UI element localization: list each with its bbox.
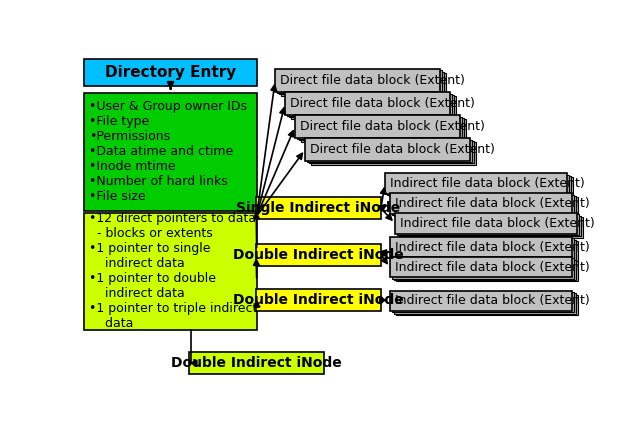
Text: Double Indirect iNode: Double Indirect iNode (233, 293, 404, 307)
FancyBboxPatch shape (392, 238, 574, 259)
Text: Indirect file data block (Extent): Indirect file data block (Extent) (395, 241, 590, 254)
Text: •12 direct pointers to data
  - blocks or extents
•1 pointer to single
    indir: •12 direct pointers to data - blocks or … (90, 212, 258, 330)
FancyBboxPatch shape (256, 288, 381, 311)
Text: Direct file data block (Extent): Direct file data block (Extent) (290, 97, 475, 110)
FancyBboxPatch shape (394, 240, 576, 260)
FancyBboxPatch shape (385, 173, 567, 194)
FancyBboxPatch shape (84, 59, 257, 86)
Text: Indirect file data block (Extent): Indirect file data block (Extent) (395, 197, 590, 210)
FancyBboxPatch shape (391, 177, 573, 198)
FancyBboxPatch shape (390, 257, 572, 277)
Text: Direct file data block (Extent): Direct file data block (Extent) (310, 143, 495, 156)
FancyBboxPatch shape (387, 175, 569, 195)
FancyBboxPatch shape (277, 71, 442, 93)
FancyBboxPatch shape (396, 294, 578, 315)
FancyBboxPatch shape (285, 92, 450, 115)
FancyBboxPatch shape (394, 260, 576, 280)
Text: •User & Group owner IDs
•File type
•Permissions
•Data atime and ctime
•Inode mti: •User & Group owner IDs •File type •Perm… (90, 101, 247, 203)
FancyBboxPatch shape (84, 213, 257, 330)
FancyBboxPatch shape (389, 176, 571, 196)
Text: Single Indirect iNode: Single Indirect iNode (236, 201, 401, 215)
FancyBboxPatch shape (397, 214, 579, 235)
FancyBboxPatch shape (307, 140, 472, 162)
Text: Direct file data block (Extent): Direct file data block (Extent) (280, 74, 465, 87)
FancyBboxPatch shape (390, 237, 572, 257)
FancyBboxPatch shape (295, 115, 460, 138)
FancyBboxPatch shape (256, 244, 381, 266)
FancyBboxPatch shape (396, 197, 578, 218)
FancyBboxPatch shape (394, 196, 576, 217)
Text: Indirect file data block (Extent): Indirect file data block (Extent) (395, 294, 590, 307)
Text: Indirect file data block (Extent): Indirect file data block (Extent) (400, 217, 594, 230)
FancyBboxPatch shape (311, 143, 476, 165)
FancyBboxPatch shape (392, 259, 574, 279)
FancyBboxPatch shape (299, 118, 464, 140)
FancyBboxPatch shape (289, 95, 454, 117)
FancyBboxPatch shape (279, 72, 444, 94)
FancyBboxPatch shape (392, 195, 574, 215)
Text: Directory Entry: Directory Entry (105, 65, 236, 80)
Text: Indirect file data block (Extent): Indirect file data block (Extent) (390, 177, 585, 190)
FancyBboxPatch shape (291, 96, 456, 119)
Text: Double Indirect iNode: Double Indirect iNode (171, 356, 342, 370)
FancyBboxPatch shape (394, 293, 576, 314)
FancyBboxPatch shape (309, 141, 474, 163)
FancyBboxPatch shape (392, 292, 574, 312)
FancyBboxPatch shape (287, 94, 452, 116)
FancyBboxPatch shape (399, 216, 581, 236)
Text: Double Indirect iNode: Double Indirect iNode (233, 248, 404, 262)
FancyBboxPatch shape (390, 193, 572, 214)
FancyBboxPatch shape (189, 352, 324, 374)
Text: Indirect file data block (Extent): Indirect file data block (Extent) (395, 261, 590, 274)
FancyBboxPatch shape (281, 73, 446, 95)
FancyBboxPatch shape (401, 217, 583, 238)
FancyBboxPatch shape (396, 261, 578, 281)
FancyBboxPatch shape (256, 197, 381, 220)
FancyBboxPatch shape (305, 138, 470, 161)
FancyBboxPatch shape (396, 241, 578, 261)
FancyBboxPatch shape (275, 69, 440, 92)
FancyBboxPatch shape (395, 213, 577, 234)
FancyBboxPatch shape (390, 291, 572, 311)
Text: Direct file data block (Extent): Direct file data block (Extent) (300, 120, 485, 133)
FancyBboxPatch shape (301, 119, 466, 142)
FancyBboxPatch shape (84, 92, 257, 211)
FancyBboxPatch shape (297, 116, 462, 139)
